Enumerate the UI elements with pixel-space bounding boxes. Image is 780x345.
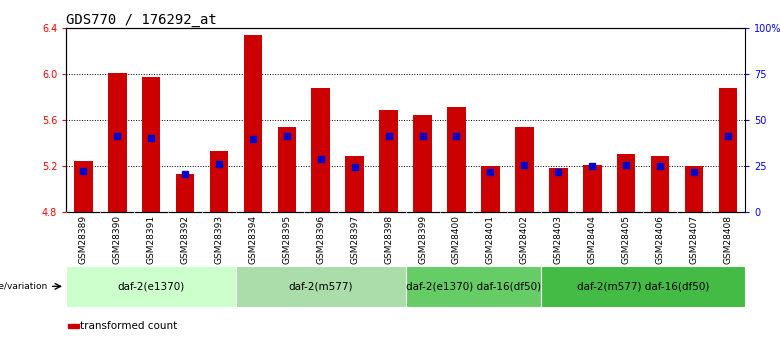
Text: GSM28394: GSM28394 [248, 215, 257, 264]
Bar [406, 266, 541, 307]
Text: daf-2(m577) daf-16(df50): daf-2(m577) daf-16(df50) [577, 282, 709, 291]
Bar [243, 34, 262, 212]
Text: GSM28389: GSM28389 [79, 215, 88, 264]
Bar [142, 77, 161, 212]
Text: GSM28402: GSM28402 [519, 215, 529, 264]
Text: GSM28390: GSM28390 [112, 215, 122, 264]
Text: GSM28393: GSM28393 [215, 215, 224, 264]
Bar [541, 266, 745, 307]
Text: GSM28401: GSM28401 [486, 215, 495, 264]
Text: daf-2(m577): daf-2(m577) [289, 282, 353, 291]
Bar [685, 166, 704, 212]
Bar [413, 115, 432, 212]
Bar [311, 88, 330, 212]
Bar [447, 107, 466, 212]
Text: transformed count: transformed count [80, 321, 178, 331]
Bar [583, 165, 601, 212]
Bar [74, 161, 93, 212]
Bar [68, 324, 80, 328]
Bar [549, 168, 568, 212]
Bar [718, 88, 737, 212]
Bar [236, 266, 406, 307]
Text: GSM28400: GSM28400 [452, 215, 461, 264]
Bar [66, 266, 236, 307]
Text: GSM28396: GSM28396 [316, 215, 325, 264]
Text: GSM28392: GSM28392 [180, 215, 190, 264]
Text: GSM28397: GSM28397 [350, 215, 360, 264]
Bar [617, 155, 636, 212]
Bar [379, 109, 398, 212]
Bar [651, 156, 669, 212]
Text: GSM28395: GSM28395 [282, 215, 292, 264]
Text: genotype/variation: genotype/variation [0, 282, 48, 291]
Text: GSM28405: GSM28405 [622, 215, 631, 264]
Bar [108, 72, 126, 212]
Bar [278, 127, 296, 212]
Bar [515, 127, 534, 212]
Text: daf-2(e1370): daf-2(e1370) [118, 282, 185, 291]
Text: GSM28398: GSM28398 [384, 215, 393, 264]
Text: GSM28406: GSM28406 [655, 215, 665, 264]
Text: GSM28399: GSM28399 [418, 215, 427, 264]
Bar [481, 166, 500, 212]
Text: GSM28407: GSM28407 [690, 215, 699, 264]
Bar [176, 174, 194, 212]
Bar [210, 151, 229, 212]
Text: GSM28403: GSM28403 [554, 215, 563, 264]
Text: GSM28391: GSM28391 [147, 215, 156, 264]
Text: daf-2(e1370) daf-16(df50): daf-2(e1370) daf-16(df50) [406, 282, 541, 291]
Text: GSM28404: GSM28404 [587, 215, 597, 264]
Text: GSM28408: GSM28408 [723, 215, 732, 264]
Bar [346, 156, 364, 212]
Text: GDS770 / 176292_at: GDS770 / 176292_at [66, 12, 217, 27]
